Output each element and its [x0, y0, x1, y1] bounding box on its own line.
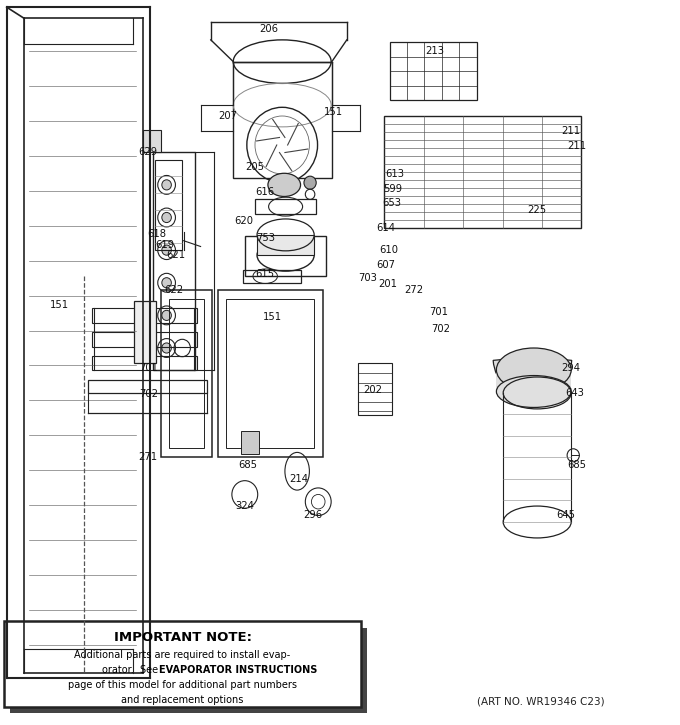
Bar — [92, 308, 197, 323]
Text: 296: 296 — [303, 510, 322, 520]
Text: 599: 599 — [384, 183, 403, 194]
Bar — [218, 290, 323, 457]
Wedge shape — [493, 359, 572, 399]
Text: 151: 151 — [262, 312, 282, 322]
Bar — [155, 160, 182, 250]
Bar — [255, 199, 316, 214]
Circle shape — [162, 212, 171, 223]
Text: (ART NO. WR19346 C23): (ART NO. WR19346 C23) — [477, 697, 605, 707]
Text: 214: 214 — [290, 473, 309, 484]
Text: 151: 151 — [50, 299, 69, 310]
Bar — [92, 332, 197, 347]
Text: 613: 613 — [385, 169, 404, 179]
Bar — [4, 621, 361, 707]
Bar — [88, 380, 207, 393]
Text: 607: 607 — [377, 260, 396, 270]
Bar — [24, 673, 201, 685]
Text: 629: 629 — [139, 147, 158, 157]
Bar — [161, 290, 212, 457]
Text: 211: 211 — [567, 141, 586, 152]
Text: 211: 211 — [562, 125, 581, 136]
Text: 207: 207 — [218, 111, 237, 121]
Text: 685: 685 — [239, 460, 258, 471]
Text: 205: 205 — [245, 162, 265, 172]
Circle shape — [304, 176, 316, 189]
Text: 701: 701 — [139, 363, 158, 373]
Text: 622: 622 — [164, 285, 183, 295]
Bar — [245, 236, 326, 276]
Ellipse shape — [268, 173, 301, 196]
Text: 620: 620 — [234, 216, 253, 226]
Text: 615: 615 — [256, 269, 275, 279]
Text: 201: 201 — [378, 279, 397, 289]
Circle shape — [162, 180, 171, 190]
Bar — [233, 62, 332, 178]
Ellipse shape — [496, 348, 571, 392]
Ellipse shape — [496, 376, 571, 407]
Text: 202: 202 — [363, 385, 382, 395]
Text: 619: 619 — [155, 240, 174, 250]
Bar — [143, 130, 161, 152]
Text: 614: 614 — [377, 223, 396, 233]
Bar — [384, 116, 581, 228]
Bar — [92, 356, 197, 370]
Text: 653: 653 — [382, 198, 401, 208]
Text: orator.  See: orator. See — [102, 665, 161, 675]
Text: 324: 324 — [235, 501, 254, 511]
Bar — [134, 301, 156, 362]
Bar — [153, 152, 195, 370]
Text: 645: 645 — [556, 510, 575, 520]
Text: 643: 643 — [565, 388, 584, 398]
Text: 272: 272 — [404, 285, 423, 295]
Bar — [24, 658, 201, 673]
Circle shape — [162, 343, 171, 353]
Text: 610: 610 — [379, 245, 398, 255]
Polygon shape — [496, 370, 571, 392]
Text: 703: 703 — [358, 273, 377, 283]
Text: 685: 685 — [567, 460, 586, 471]
Bar — [390, 42, 477, 100]
Text: 225: 225 — [528, 205, 547, 215]
Text: 701: 701 — [429, 307, 448, 317]
Circle shape — [162, 278, 171, 288]
Bar — [243, 270, 301, 283]
Text: 621: 621 — [166, 250, 185, 260]
Text: 294: 294 — [562, 363, 581, 373]
Text: 618: 618 — [147, 229, 166, 239]
Text: 753: 753 — [256, 233, 275, 243]
Text: IMPORTANT NOTE:: IMPORTANT NOTE: — [114, 631, 252, 644]
Text: page of this model for additional part numbers: page of this model for additional part n… — [68, 680, 297, 690]
Text: 206: 206 — [259, 24, 278, 34]
Bar — [358, 362, 392, 415]
Text: 616: 616 — [256, 187, 275, 197]
Bar — [257, 235, 314, 255]
Text: 213: 213 — [426, 46, 445, 56]
Text: 702: 702 — [139, 389, 158, 399]
Text: EVAPORATOR INSTRUCTIONS: EVAPORATOR INSTRUCTIONS — [159, 665, 318, 675]
Text: 702: 702 — [431, 324, 450, 334]
Bar — [241, 431, 259, 454]
Bar — [226, 299, 314, 448]
Text: Additional parts are required to install evap-: Additional parts are required to install… — [74, 650, 291, 660]
Text: 151: 151 — [324, 107, 343, 117]
Text: and replacement options: and replacement options — [122, 695, 243, 705]
Bar — [169, 299, 204, 448]
Circle shape — [162, 310, 171, 320]
Bar — [10, 628, 367, 713]
Circle shape — [162, 245, 171, 255]
Text: 271: 271 — [139, 452, 158, 462]
